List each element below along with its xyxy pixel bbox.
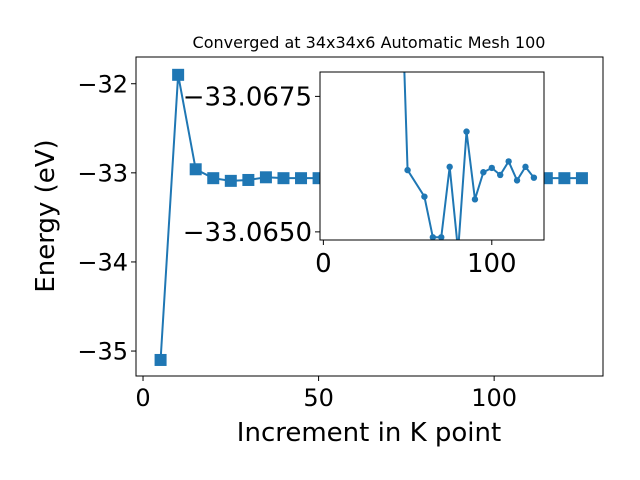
y-tick-label: −33.0675 [183,83,312,113]
x-tick-label: 0 [135,384,150,412]
data-point [513,177,521,184]
data-point [242,173,255,186]
data-point [295,172,308,185]
data-point [446,163,453,171]
y-tick-label: −35 [77,338,128,366]
data-point [558,172,571,185]
y-tick-label: −33 [77,159,128,187]
data-point [522,163,529,171]
data-point [404,166,411,174]
x-tick-label: 100 [471,384,517,412]
inset-plot-frame [319,71,545,241]
data-point [154,353,167,366]
data-point [207,172,220,185]
x-axis-label: Increment in K point [237,418,501,448]
inset-axis-ticks: 0 100 −33.0675 −33.0650 [183,83,517,279]
data-point [497,171,504,179]
data-point [277,172,290,185]
inset-chart: 0 100 −33.0675 −33.0650 [183,71,545,279]
x-tick-label: 0 [315,249,332,279]
data-point [438,234,445,241]
data-point [259,171,272,184]
y-tick-label: −34 [77,249,128,277]
inset-plot-background [320,72,544,240]
data-point [480,169,487,176]
data-point [421,193,428,200]
data-point [429,234,437,241]
data-point [463,128,470,135]
x-tick-label: 50 [303,384,334,412]
data-point [488,164,495,172]
main-axis-ticks: 0 50 100 −35 −34 −33 −32 [77,70,517,412]
x-tick-label: 100 [467,249,517,279]
y-tick-label: −32 [77,70,128,98]
main-plot-frame [135,56,604,377]
data-point [530,174,538,181]
chart-title: Converged at 34x34x6 Automatic Mesh 100 [193,33,546,52]
data-point [189,163,202,176]
data-point [224,174,237,187]
y-axis-label: Energy (eV) [31,139,61,292]
data-point [471,196,479,203]
data-point [575,172,588,185]
inset-series [403,72,538,241]
data-point [505,158,512,165]
data-point [172,68,185,81]
series-line [403,72,535,240]
y-tick-label: −33.0650 [183,218,312,248]
